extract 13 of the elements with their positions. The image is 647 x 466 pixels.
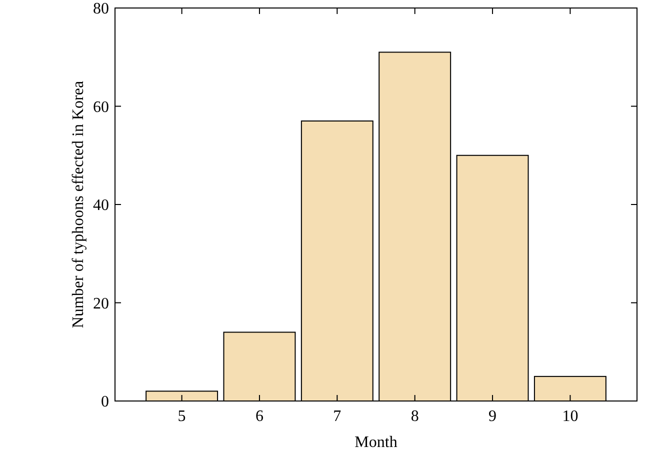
- x-tick-label: 6: [255, 408, 264, 425]
- x-tick-label: 7: [333, 408, 342, 425]
- y-tick-label: 20: [93, 295, 109, 312]
- x-tick-label: 9: [488, 408, 497, 425]
- y-tick-label: 40: [93, 197, 109, 214]
- y-tick-label: 60: [93, 98, 109, 116]
- y-tick-label: 80: [93, 0, 109, 18]
- y-tick-label: 0: [101, 394, 109, 411]
- x-tick-label: 5: [178, 408, 186, 425]
- y-axis-title: Number of typhoons effected in Korea: [70, 80, 87, 328]
- x-axis-title: Month: [354, 434, 398, 451]
- x-tick-label: 10: [562, 408, 578, 425]
- x-tick-label: 8: [410, 408, 419, 425]
